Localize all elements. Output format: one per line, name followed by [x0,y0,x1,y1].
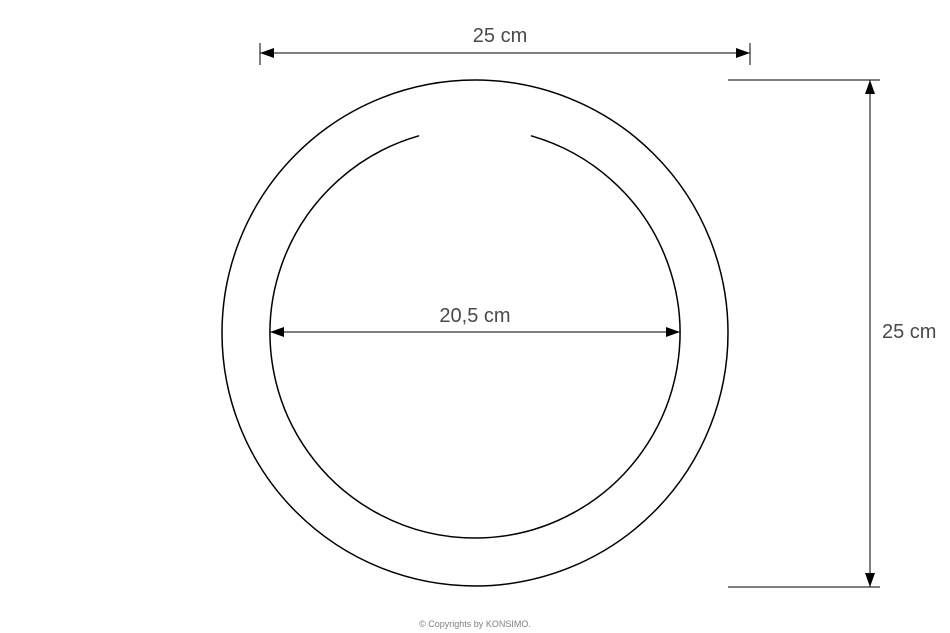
arrow-inner-right [666,327,680,337]
arrow-right-bot [865,573,875,587]
arrow-top-right [736,48,750,58]
arrow-inner-left [270,327,284,337]
outer-circle [222,80,728,586]
technical-diagram: 25 cm 25 cm 20,5 cm © Copyrights by KONS… [0,0,950,633]
dim-label-inner: 20,5 cm [439,305,510,327]
inner-open-ring [270,136,680,538]
arrow-top-left [260,48,274,58]
dim-label-top: 25 cm [473,25,527,47]
arrow-right-top [865,80,875,94]
dim-label-right: 25 cm [882,321,936,343]
copyright-text: © Copyrights by KONSIMO. [419,619,531,629]
